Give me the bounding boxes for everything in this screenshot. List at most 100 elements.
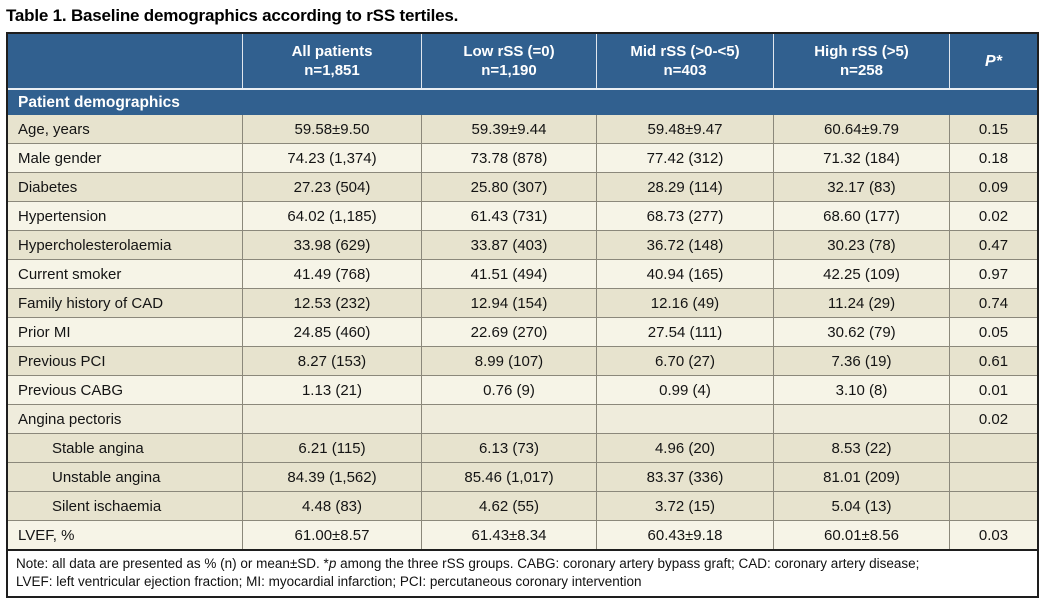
cell-value: 59.48±9.47	[597, 115, 774, 143]
cell-value: 68.73 (277)	[597, 202, 774, 230]
cell-value: 74.23 (1,374)	[243, 144, 422, 172]
column-label: High rSS (>5)	[814, 43, 909, 60]
table-row: Previous CABG 1.13 (21) 0.76 (9) 0.99 (4) 3.…	[8, 375, 1037, 404]
cell-value: 84.39 (1,562)	[243, 463, 422, 491]
cell-value: 41.51 (494)	[422, 260, 597, 288]
table-row: Male gender 74.23 (1,374) 73.78 (878) 77.42…	[8, 143, 1037, 172]
cell-value: 25.80 (307)	[422, 173, 597, 201]
cell-value: 60.64±9.79	[774, 115, 950, 143]
table-row: Silent ischaemia 4.48 (83) 4.62 (55) 3.72 (…	[8, 491, 1037, 520]
cell-p-value	[950, 434, 1037, 462]
cell-value: 4.96 (20)	[597, 434, 774, 462]
row-label: Unstable angina	[8, 463, 243, 491]
cell-value	[422, 405, 597, 433]
cell-value: 71.32 (184)	[774, 144, 950, 172]
table-footnote: Note: all data are presented as % (n) or…	[8, 549, 1037, 596]
cell-value: 0.99 (4)	[597, 376, 774, 404]
footnote-text: among the three rSS groups. CABG: corona…	[336, 556, 920, 571]
footnote-text: LVEF: left ventricular ejection fraction…	[16, 574, 642, 589]
table-body: Age, years 59.58±9.50 59.39±9.44 59.48±9.47…	[8, 115, 1037, 549]
cell-value: 85.46 (1,017)	[422, 463, 597, 491]
cell-value: 3.10 (8)	[774, 376, 950, 404]
cell-value: 77.42 (312)	[597, 144, 774, 172]
cell-value: 3.72 (15)	[597, 492, 774, 520]
cell-value: 24.85 (460)	[243, 318, 422, 346]
cell-value: 8.53 (22)	[774, 434, 950, 462]
cell-value: 4.62 (55)	[422, 492, 597, 520]
column-n: n=403	[663, 62, 707, 79]
cell-value: 41.49 (768)	[243, 260, 422, 288]
cell-value: 12.94 (154)	[422, 289, 597, 317]
table-row: Current smoker 41.49 (768) 41.51 (494) 40.9…	[8, 259, 1037, 288]
cell-value: 61.43±8.34	[422, 521, 597, 549]
cell-value: 68.60 (177)	[774, 202, 950, 230]
cell-value: 60.43±9.18	[597, 521, 774, 549]
cell-value: 40.94 (165)	[597, 260, 774, 288]
row-label: Hypertension	[8, 202, 243, 230]
table-row: Hypercholesterolaemia 33.98 (629) 33.87 (4…	[8, 230, 1037, 259]
footnote-italic-p: p	[328, 556, 337, 571]
table-row: LVEF, % 61.00±8.57 61.43±8.34 60.43±9.18 60.…	[8, 520, 1037, 549]
table-row: Previous PCI 8.27 (153) 8.99 (107) 6.70 (27…	[8, 346, 1037, 375]
cell-value: 7.36 (19)	[774, 347, 950, 375]
table-row: Family history of CAD 12.53 (232) 12.94 (1…	[8, 288, 1037, 317]
cell-value	[774, 405, 950, 433]
row-label: Silent ischaemia	[8, 492, 243, 520]
table-row: Prior MI 24.85 (460) 22.69 (270) 27.54 (111…	[8, 317, 1037, 346]
cell-value: 27.54 (111)	[597, 318, 774, 346]
row-label: Previous PCI	[8, 347, 243, 375]
cell-p-value: 0.02	[978, 410, 1009, 428]
column-n: n=1,190	[481, 62, 537, 79]
row-label: Male gender	[8, 144, 243, 172]
cell-p-value: 0.09	[978, 178, 1009, 196]
header-p-value: P*	[985, 52, 1002, 70]
column-n: n=1,851	[304, 62, 360, 79]
cell-value: 64.02 (1,185)	[243, 202, 422, 230]
cell-p-value: 0.03	[978, 526, 1009, 544]
table-row: Angina pectoris 0.02	[8, 404, 1037, 433]
cell-p-value: 0.18	[978, 149, 1009, 167]
cell-value: 27.23 (504)	[243, 173, 422, 201]
row-label: Previous CABG	[8, 376, 243, 404]
cell-value: 8.99 (107)	[422, 347, 597, 375]
header-all-patients: All patients n=1,851	[243, 34, 422, 88]
table-row: Unstable angina 84.39 (1,562) 85.46 (1,017…	[8, 462, 1037, 491]
column-label: Low rSS (=0)	[463, 43, 555, 60]
cell-p-value	[950, 463, 1037, 491]
cell-p-value	[950, 492, 1037, 520]
cell-value: 8.27 (153)	[243, 347, 422, 375]
row-label: Family history of CAD	[8, 289, 243, 317]
table-row: Hypertension 64.02 (1,185) 61.43 (731) 68.7…	[8, 201, 1037, 230]
cell-p-value: 0.02	[978, 207, 1009, 225]
cell-value: 36.72 (148)	[597, 231, 774, 259]
row-label: Hypercholesterolaemia	[8, 231, 243, 259]
cell-value: 30.23 (78)	[774, 231, 950, 259]
cell-p-value: 0.01	[978, 381, 1009, 399]
column-n: n=258	[840, 62, 883, 79]
table-header-row: All patients n=1,851 Low rSS (=0) n=1,19…	[8, 34, 1037, 88]
cell-value: 33.98 (629)	[243, 231, 422, 259]
cell-p-value: 0.97	[978, 265, 1009, 283]
cell-value: 0.76 (9)	[422, 376, 597, 404]
row-label: Stable angina	[8, 434, 243, 462]
cell-value: 30.62 (79)	[774, 318, 950, 346]
row-label: Angina pectoris	[8, 405, 243, 433]
cell-value: 59.58±9.50	[243, 115, 422, 143]
table-row: Diabetes 27.23 (504) 25.80 (307) 28.29 (114…	[8, 172, 1037, 201]
cell-p-value: 0.15	[978, 120, 1009, 138]
cell-value: 60.01±8.56	[774, 521, 950, 549]
header-mid-rss: Mid rSS (>0-<5) n=403	[597, 34, 774, 88]
section-header-patient-demographics: Patient demographics	[8, 88, 1037, 115]
cell-value: 12.16 (49)	[597, 289, 774, 317]
header-low-rss: Low rSS (=0) n=1,190	[422, 34, 597, 88]
cell-p-value: 0.74	[978, 294, 1009, 312]
row-label: Prior MI	[8, 318, 243, 346]
cell-value: 61.43 (731)	[422, 202, 597, 230]
cell-value: 22.69 (270)	[422, 318, 597, 346]
header-high-rss: High rSS (>5) n=258	[774, 34, 950, 88]
row-label: Age, years	[8, 115, 243, 143]
cell-value: 83.37 (336)	[597, 463, 774, 491]
cell-value: 12.53 (232)	[243, 289, 422, 317]
cell-p-value: 0.47	[978, 236, 1009, 254]
cell-value: 61.00±8.57	[243, 521, 422, 549]
